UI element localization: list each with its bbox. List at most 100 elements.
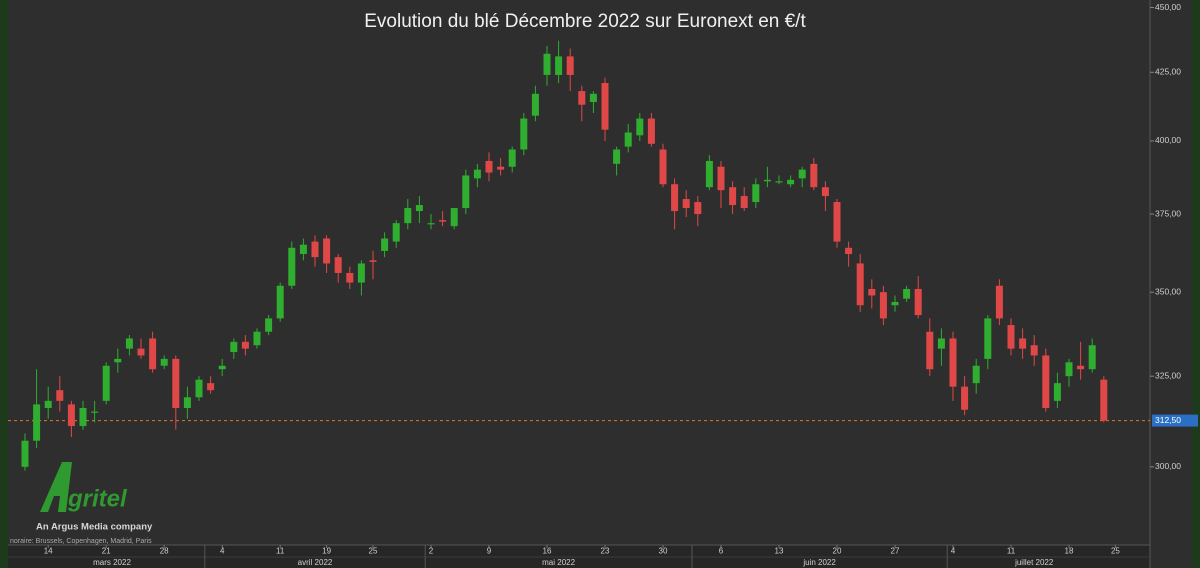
candle-body (752, 184, 760, 203)
candles (21, 40, 1108, 471)
candle-body (694, 202, 702, 215)
candle-body (589, 93, 597, 102)
candle-body (44, 400, 52, 408)
y-tick-label: 400,00 (1155, 135, 1181, 145)
y-tick-label: 450,00 (1155, 2, 1181, 12)
candle-body (624, 132, 632, 147)
candle-body (79, 407, 87, 427)
x-tick-label: 4 (220, 547, 225, 556)
candle-body (682, 199, 690, 209)
candle-body (729, 187, 737, 206)
x-tick-label: 14 (44, 547, 53, 556)
candle-body (485, 160, 493, 173)
last-price-box (1152, 414, 1198, 427)
candle-body (798, 169, 806, 179)
candle-body (241, 341, 249, 349)
candle-body (543, 53, 551, 75)
x-tick-label: 30 (659, 547, 668, 556)
candle-body (346, 272, 354, 283)
candle-body (369, 260, 377, 262)
candle-body (207, 383, 215, 391)
candle-body (845, 247, 853, 255)
candle-body (775, 181, 783, 183)
candle-body (659, 149, 667, 185)
candle-body (1019, 338, 1027, 349)
candle-body (56, 390, 64, 401)
candle-body (520, 118, 528, 150)
candle-body (160, 358, 168, 366)
candle-body (647, 118, 655, 144)
candle-body (253, 331, 261, 346)
candle-body (427, 223, 435, 225)
candle-body (613, 149, 621, 164)
candle-body (439, 220, 447, 222)
candle-body (1042, 355, 1050, 408)
x-tick-label: 20 (833, 547, 842, 556)
candle-body (740, 196, 748, 209)
candle-body (914, 288, 922, 316)
candle-body (1030, 345, 1038, 356)
candle-body (323, 238, 331, 264)
candle-body (1100, 379, 1108, 421)
candle-body (705, 160, 713, 188)
candle-body (276, 285, 284, 319)
month-label: mai 2022 (542, 558, 575, 567)
x-tick-label: 11 (276, 547, 285, 556)
candle-body (833, 202, 841, 242)
candle-body (601, 82, 609, 130)
candle-body (473, 169, 481, 179)
candle-body (137, 348, 145, 356)
y-tick-label: 425,00 (1155, 67, 1181, 77)
logo-tagline: An Argus Media company (36, 522, 153, 533)
candle-body (508, 149, 516, 167)
candle-body (856, 263, 864, 306)
candle-body (21, 440, 29, 467)
x-tick-label: 6 (719, 547, 724, 556)
candle-body (995, 285, 1003, 319)
x-tick-label: 25 (369, 547, 378, 556)
logo-mark (40, 462, 72, 512)
candle-body (1077, 365, 1085, 370)
x-tick-label: 18 (1065, 547, 1074, 556)
candle-body (937, 338, 945, 349)
candle-body (531, 93, 539, 116)
candle-body (33, 404, 41, 441)
candle-body (787, 179, 795, 185)
y-tick-label: 350,00 (1155, 286, 1181, 296)
candle-body (114, 358, 122, 363)
candle-body (903, 288, 911, 299)
candle-body (984, 318, 992, 359)
month-label: mars 2022 (93, 558, 131, 567)
candle-body (230, 341, 238, 353)
candle-body (810, 163, 818, 188)
candle-body (392, 223, 400, 242)
candle-body (404, 208, 412, 224)
x-tick-label: 11 (1007, 547, 1016, 556)
candle-body (926, 331, 934, 370)
candle-body (891, 301, 899, 306)
candle-body (67, 404, 75, 427)
candle-body (288, 247, 296, 286)
month-label: avril 2022 (298, 558, 333, 567)
candle-body (1007, 325, 1015, 349)
logo-name: gritel (67, 485, 128, 512)
candle-body (868, 288, 876, 296)
candle-body (879, 292, 887, 319)
candle-body (381, 238, 389, 251)
footnote: noraire: Brussels, Copenhagen, Madrid, P… (10, 538, 152, 545)
x-tick-label: 4 (951, 547, 956, 556)
candle-body (265, 318, 273, 332)
candle-body (195, 379, 203, 398)
candle-body (636, 118, 644, 136)
candle-body (91, 411, 99, 413)
candle-body (763, 179, 771, 182)
candle-body (218, 365, 226, 370)
x-tick-label: 21 (102, 547, 111, 556)
candle-body (149, 338, 157, 370)
candle-body (1053, 383, 1061, 401)
chart-title: Evolution du blé Décembre 2022 sur Euron… (364, 11, 806, 32)
candle-body (415, 205, 423, 212)
candle-body (821, 187, 829, 197)
candle-body (125, 338, 133, 349)
